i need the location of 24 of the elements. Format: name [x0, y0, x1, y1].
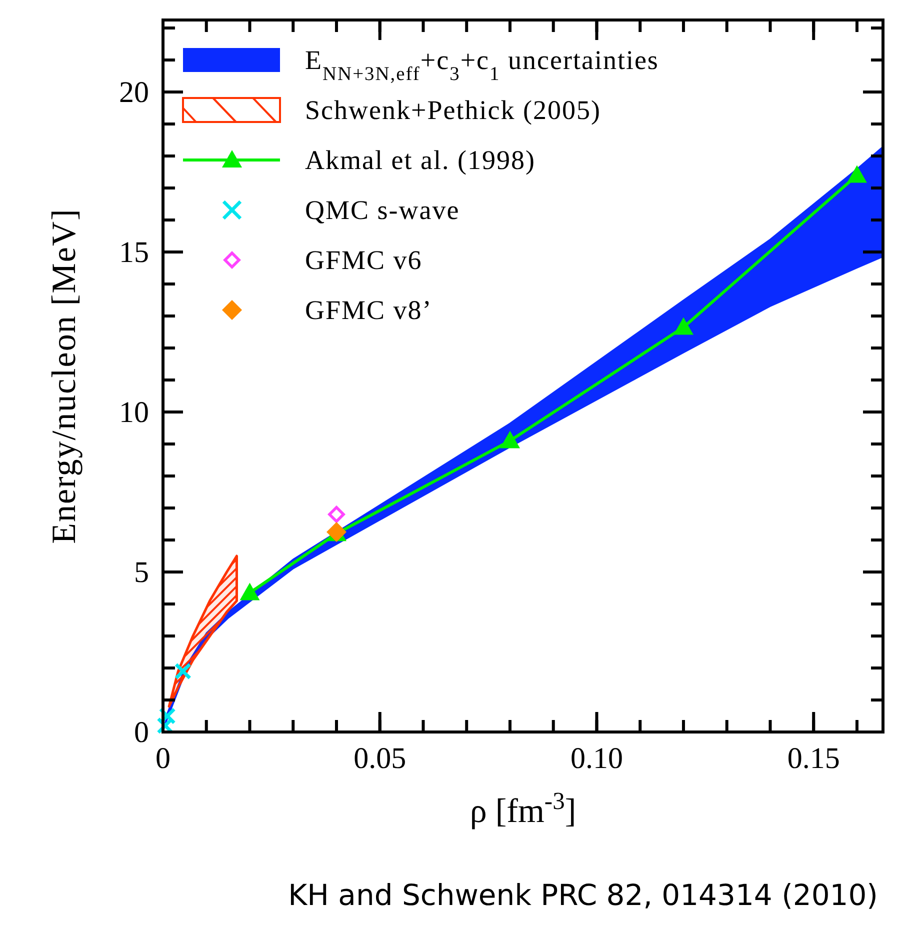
point	[174, 663, 191, 680]
legend-label: Schwenk+Pethick (2005)	[305, 95, 601, 125]
point	[846, 165, 867, 183]
legend-label: E$_{NN+3N,eff}$+c$_{3}$+c$_{1}$ uncertainties	[305, 45, 659, 84]
y-tick-label: 20	[119, 76, 149, 109]
legend-label: GFMC v8’	[305, 295, 432, 325]
legend-label: Akmal et al. (1998)	[305, 145, 536, 175]
legend-label: GFMC v6	[305, 245, 422, 275]
y-axis-title: Energy/nucleon [MeV]	[46, 208, 83, 544]
legend-label: QMC s-wave	[305, 195, 460, 225]
point	[500, 430, 520, 448]
x-tick-label: 0.05	[354, 742, 406, 775]
text: KH and Schwenk PRC 82, 014314 (2010)	[288, 878, 878, 912]
y-tick-label: 10	[119, 396, 149, 429]
y-tick-label: 5	[134, 556, 149, 589]
point	[327, 505, 346, 524]
y-tick-label: 0	[134, 716, 149, 749]
y-tick-label: 15	[119, 236, 149, 269]
x-tick-label: 0.10	[570, 742, 623, 775]
x-axis-title: ρ [fm$^{-3}$]	[470, 788, 576, 830]
x-tick-label: 0.15	[787, 742, 840, 775]
point	[240, 582, 260, 600]
point	[673, 317, 694, 335]
x-tick-label: 0	[156, 742, 170, 775]
